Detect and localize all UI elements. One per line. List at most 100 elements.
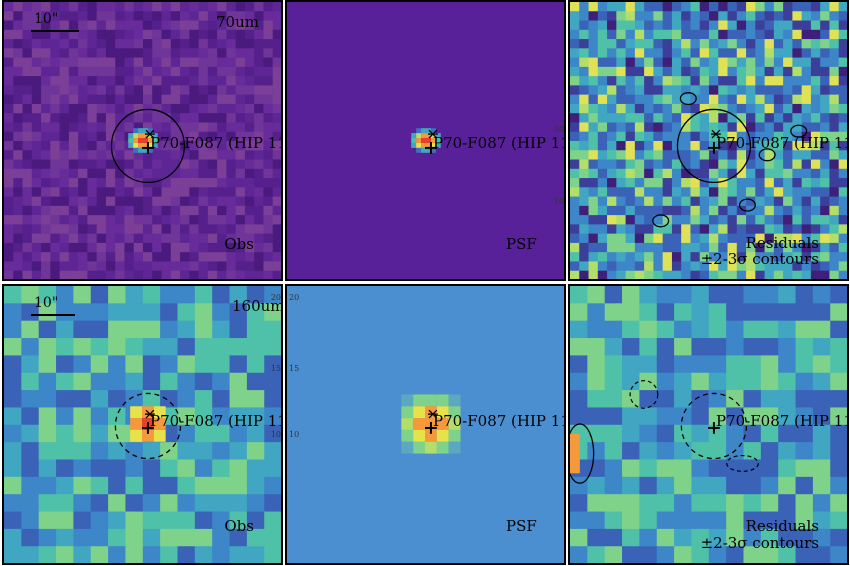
panel-70um-obs: 10" 70um P70-F087 (HIP 11 Obs <box>2 0 283 281</box>
pixel-cell <box>161 178 172 188</box>
source-peak-pixel <box>448 394 461 407</box>
pixel-cell <box>616 150 627 161</box>
pixel-cell <box>587 546 606 563</box>
pixel-cell <box>78 233 88 244</box>
pixel-cell <box>263 178 274 188</box>
pixel-cell <box>699 85 710 96</box>
pixel-cell <box>829 168 840 179</box>
pixel-cell <box>21 494 40 513</box>
pixel-cell <box>125 338 144 356</box>
pixel-cell <box>142 2 153 12</box>
panel-160um-residuals: P70-F087 (HIP 11 Residuals ±2-3σ contour… <box>568 284 849 565</box>
pixel-cell <box>829 113 840 123</box>
pixel-cell <box>801 187 812 198</box>
pixel-cell <box>616 2 627 12</box>
pixel-cell <box>108 338 126 356</box>
pixel-cell <box>579 252 590 262</box>
pixel-cell <box>690 168 701 179</box>
source-peak-pixel <box>435 138 441 143</box>
pixel-cell <box>792 122 803 133</box>
pixel-cell <box>838 261 847 272</box>
pixel-cell <box>820 85 830 96</box>
pixel-cell <box>124 66 135 77</box>
pixel-cell <box>160 320 178 339</box>
pixel-cell <box>22 205 33 216</box>
pixel-cell <box>263 11 274 22</box>
pixel-cell <box>634 270 645 279</box>
pixel-cell <box>41 66 51 77</box>
pixel-cell <box>743 528 762 547</box>
pixel-cell <box>588 252 599 262</box>
source-label: P70-F087 (HIP 11 <box>433 134 566 152</box>
pixel-cell <box>783 215 793 225</box>
pixel-cell <box>263 66 274 77</box>
pixel-cell <box>41 196 51 207</box>
pixel-cell <box>764 122 775 133</box>
pixel-cell <box>616 11 627 22</box>
pixel-cell <box>87 178 98 188</box>
pixel-cell <box>792 113 803 123</box>
pixel-cell <box>87 150 98 161</box>
pixel-cell <box>96 11 107 22</box>
pixel-cell <box>217 270 227 279</box>
pixel-cell <box>653 29 664 40</box>
pixel-cell <box>625 205 636 216</box>
pixel-cell <box>272 224 281 235</box>
pixel-cell <box>170 159 181 170</box>
pixel-cell <box>229 476 248 495</box>
pixel-cell <box>718 233 729 244</box>
pixel-cell <box>708 372 727 391</box>
pixel-cell <box>690 113 701 123</box>
pixel-cell <box>78 20 88 31</box>
pixel-cell <box>207 66 218 77</box>
pixel-cell <box>68 140 79 151</box>
pixel-cell <box>177 476 196 495</box>
pixel-cell <box>198 252 209 262</box>
pixel-cell <box>607 57 617 68</box>
pixel-cell <box>792 196 803 207</box>
pixel-cell <box>226 150 237 161</box>
pixel-cell <box>691 320 710 339</box>
pixel-cell <box>170 252 181 262</box>
pixel-cell <box>170 85 181 96</box>
pixel-cell <box>125 442 144 460</box>
pixel-cell <box>96 103 107 114</box>
pixel-cell <box>226 20 237 31</box>
pixel-cell <box>180 159 190 170</box>
pixel-cell <box>235 39 246 49</box>
pixel-cell <box>607 196 617 207</box>
pixel-cell <box>607 48 617 59</box>
pixel-cell <box>105 39 116 49</box>
pixel-cell <box>588 224 599 235</box>
pixel-cell <box>142 48 153 59</box>
pixel-cell <box>142 29 153 40</box>
pixel-cell <box>708 242 719 253</box>
pixel-cell <box>639 338 658 356</box>
pixel-cell <box>690 76 701 86</box>
pixel-cell <box>760 442 779 460</box>
pixel-cell <box>662 140 673 151</box>
pixel-cell <box>105 103 116 114</box>
pixel-cell <box>133 66 144 77</box>
pixel-cell <box>644 20 654 31</box>
pixel-cell <box>198 178 209 188</box>
pixel-cell <box>579 122 590 133</box>
pixel-cell <box>727 242 738 253</box>
pixel-cell <box>124 233 135 244</box>
pixel-cell <box>662 178 673 188</box>
pixel-cell <box>625 252 636 262</box>
pixel-cell <box>133 57 144 68</box>
pixel-cell <box>87 215 98 225</box>
pixel-cell <box>170 215 181 225</box>
pixel-cell <box>68 48 79 59</box>
pixel-cell <box>13 2 24 12</box>
pixel-cell <box>820 140 830 151</box>
pixel-cell <box>4 242 14 253</box>
pixel-cell <box>13 66 24 77</box>
pixel-cell <box>22 140 33 151</box>
pixel-cell <box>59 233 70 244</box>
pixel-cell <box>152 233 163 244</box>
source-label: P70-F087 (HIP 11 <box>433 412 566 430</box>
pixel-cell <box>217 205 227 216</box>
pixel-cell <box>656 338 675 356</box>
